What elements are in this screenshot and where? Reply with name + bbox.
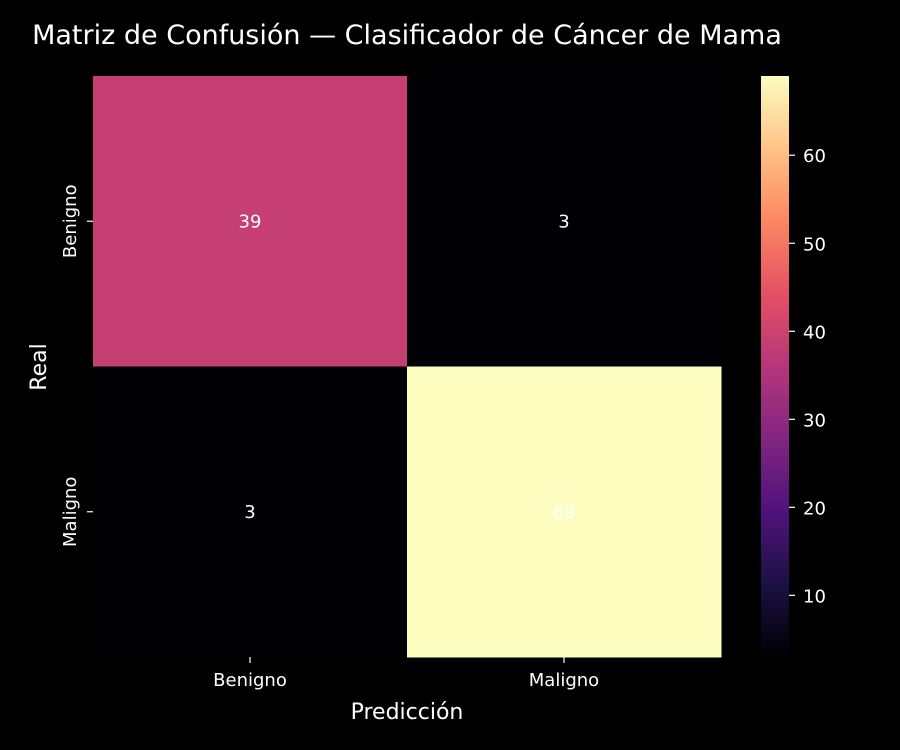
heatmap-cell: [407, 76, 722, 367]
chart-title: Matriz de Confusión — Clasificador de Cá…: [32, 20, 782, 51]
colorbar-tick-label: 60: [803, 146, 826, 167]
y-axis-label: Real: [27, 343, 52, 390]
cell-labels: 39 3 3 69: [239, 211, 576, 523]
cell-value-label: 3: [558, 211, 569, 232]
cell-value-label: 39: [239, 211, 262, 232]
colorbar-tick-label: 40: [803, 322, 826, 343]
y-axis-ticks: Benigno Maligno: [60, 184, 93, 547]
x-axis-label: Predicción: [351, 700, 464, 725]
colorbar-tick-label: 30: [803, 410, 826, 431]
x-tick-label: Benigno: [213, 670, 287, 691]
cell-value-label: 69: [553, 502, 576, 523]
heatmap-cell: [407, 366, 722, 658]
colorbar-tick-label: 20: [803, 498, 826, 519]
colorbar-ticks: 10 20 30 40 50 60: [789, 146, 826, 607]
cell-value-label: 3: [244, 502, 255, 523]
colorbar-tick-label: 50: [803, 234, 826, 255]
colorbar: [761, 76, 789, 657]
y-tick-label: Benigno: [60, 184, 81, 258]
colorbar-tick-label: 10: [803, 586, 826, 607]
x-axis-ticks: Benigno Maligno: [213, 657, 599, 691]
heatmap-cell: [93, 76, 408, 367]
heatmap-cells: [93, 76, 722, 658]
heatmap-cell: [93, 366, 408, 658]
y-tick-label: Maligno: [60, 477, 81, 547]
x-tick-label: Maligno: [529, 670, 599, 691]
